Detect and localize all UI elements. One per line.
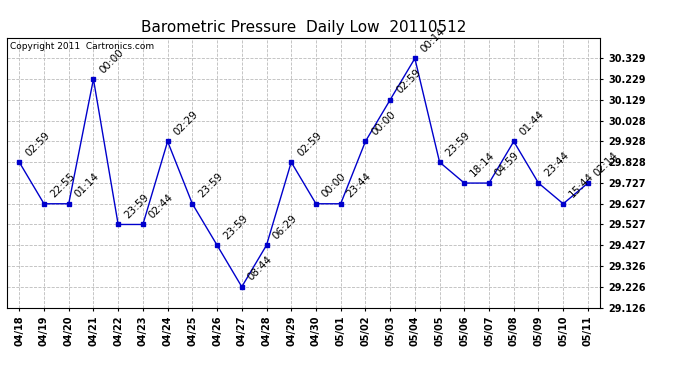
- Text: 00:00: 00:00: [97, 47, 126, 75]
- Text: 08:44: 08:44: [246, 254, 274, 283]
- Text: 02:59: 02:59: [295, 130, 324, 158]
- Text: 00:14: 00:14: [419, 26, 447, 54]
- Text: 18:14: 18:14: [469, 150, 497, 179]
- Text: 23:44: 23:44: [345, 171, 373, 200]
- Text: Copyright 2011  Cartronics.com: Copyright 2011 Cartronics.com: [10, 42, 154, 51]
- Text: 02:14: 02:14: [592, 151, 620, 179]
- Text: 23:59: 23:59: [122, 192, 150, 220]
- Text: 02:59: 02:59: [23, 130, 52, 158]
- Text: 00:00: 00:00: [320, 172, 348, 200]
- Text: 04:59: 04:59: [493, 151, 522, 179]
- Text: 23:59: 23:59: [221, 213, 250, 241]
- Text: 23:59: 23:59: [197, 171, 225, 200]
- Text: 23:59: 23:59: [444, 130, 472, 158]
- Text: 02:44: 02:44: [147, 192, 175, 220]
- Text: 06:29: 06:29: [270, 213, 299, 241]
- Title: Barometric Pressure  Daily Low  20110512: Barometric Pressure Daily Low 20110512: [141, 20, 466, 35]
- Text: 22:55: 22:55: [48, 171, 77, 200]
- Text: 00:00: 00:00: [370, 109, 397, 137]
- Text: 01:14: 01:14: [73, 171, 101, 200]
- Text: 01:44: 01:44: [518, 109, 546, 137]
- Text: 02:59: 02:59: [394, 68, 422, 96]
- Text: 23:44: 23:44: [542, 150, 571, 179]
- Text: 15:44: 15:44: [567, 171, 595, 200]
- Text: 02:29: 02:29: [172, 109, 200, 137]
